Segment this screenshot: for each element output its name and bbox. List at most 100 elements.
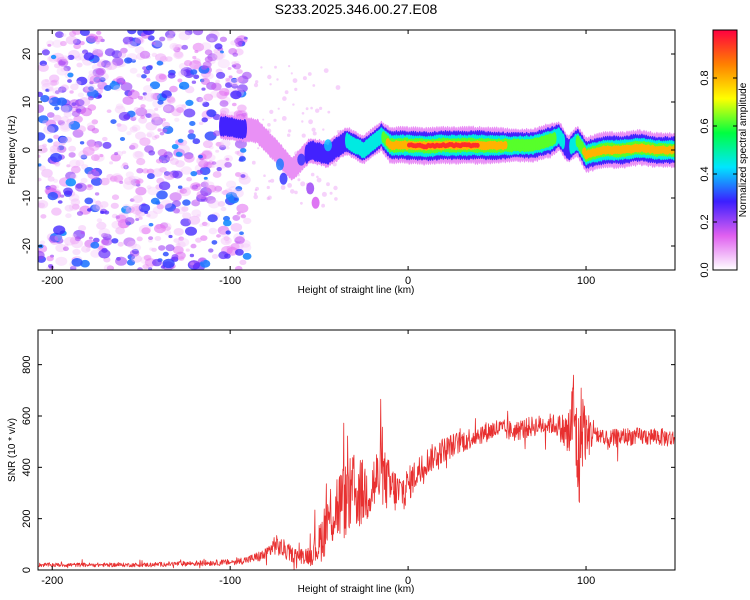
spectrogram-x-tick-label: -200	[41, 275, 63, 287]
ridge-cell	[279, 172, 288, 185]
noise-point	[219, 107, 230, 115]
noise-point	[178, 31, 191, 41]
noise-point	[86, 122, 96, 129]
noise-point	[166, 155, 175, 162]
noise-point	[142, 66, 148, 70]
noise-point	[205, 196, 216, 204]
ridge-cell	[311, 196, 320, 209]
noise-point	[251, 160, 256, 165]
noise-point	[94, 141, 103, 148]
noise-point	[316, 175, 319, 179]
noise-point	[204, 56, 213, 63]
noise-point	[41, 79, 50, 86]
noise-point	[255, 80, 259, 84]
noise-point	[166, 34, 174, 41]
noise-point	[192, 42, 205, 52]
noise-point	[121, 81, 127, 85]
noise-point	[267, 74, 272, 80]
noise-point	[220, 206, 227, 212]
noise-point	[156, 60, 164, 66]
noise-point	[157, 99, 164, 105]
noise-point	[191, 199, 201, 207]
noise-point	[80, 107, 93, 117]
noise-point	[168, 30, 176, 35]
noise-point	[217, 58, 230, 69]
noise-point	[175, 242, 181, 247]
noise-point	[189, 121, 196, 126]
noise-point	[172, 170, 183, 179]
noise-point	[158, 181, 171, 191]
noise-point	[142, 264, 149, 270]
noise-point	[206, 184, 217, 193]
noise-point	[58, 86, 67, 93]
noise-point	[202, 140, 213, 149]
noise-point	[138, 116, 148, 124]
noise-point	[212, 171, 222, 178]
noise-point	[42, 120, 49, 125]
noise-point	[138, 216, 143, 220]
noise-point	[46, 255, 54, 262]
noise-point	[38, 163, 42, 167]
noise-point	[132, 150, 144, 160]
noise-point	[326, 182, 330, 187]
noise-point	[311, 127, 316, 132]
noise-point	[54, 234, 63, 242]
noise-point	[146, 185, 152, 190]
noise-point	[49, 184, 57, 191]
noise-point	[240, 214, 247, 219]
noise-point	[162, 251, 169, 257]
noise-point	[115, 226, 125, 235]
noise-point	[53, 134, 60, 140]
noise-point	[191, 209, 202, 217]
noise-point	[93, 48, 98, 52]
noise-point	[235, 186, 243, 192]
noise-point	[42, 143, 47, 148]
noise-point	[121, 150, 127, 154]
noise-point	[71, 239, 83, 249]
noise-point	[196, 214, 201, 218]
noise-point	[87, 208, 92, 212]
noise-point	[87, 170, 100, 180]
noise-point	[106, 61, 118, 70]
noise-point	[269, 83, 272, 86]
noise-point	[97, 53, 104, 58]
spectrogram-x-tick-label: 100	[577, 275, 595, 287]
noise-point	[162, 121, 171, 128]
noise-point	[230, 223, 243, 232]
noise-point	[243, 217, 252, 225]
noise-point	[56, 66, 68, 76]
noise-point	[204, 179, 210, 184]
noise-point	[163, 171, 176, 181]
noise-point	[50, 152, 63, 163]
noise-point	[167, 72, 176, 79]
noise-point	[231, 83, 238, 89]
noise-point	[95, 204, 104, 210]
noise-point	[47, 192, 59, 201]
noise-point	[85, 247, 91, 252]
noise-point	[49, 74, 60, 83]
noise-point	[253, 192, 257, 196]
noise-point	[139, 50, 151, 59]
noise-point	[166, 37, 172, 42]
spectrogram-y-tick-label: 20	[21, 48, 33, 60]
noise-point	[135, 180, 141, 184]
noise-point	[140, 255, 152, 265]
noise-point	[200, 181, 209, 188]
noise-point	[171, 144, 179, 150]
snr-y-tick-label: 200	[21, 509, 33, 527]
noise-point	[203, 176, 208, 180]
noise-point	[274, 65, 277, 69]
noise-point	[166, 95, 175, 103]
noise-point	[45, 88, 50, 92]
noise-point	[103, 85, 112, 91]
noise-point	[38, 63, 49, 72]
noise-point	[257, 147, 260, 150]
noise-point	[39, 240, 46, 245]
noise-point	[39, 60, 47, 67]
noise-point	[159, 167, 167, 173]
noise-point	[190, 69, 198, 75]
noise-point	[111, 194, 120, 200]
noise-point	[94, 144, 100, 149]
noise-point	[90, 249, 102, 258]
